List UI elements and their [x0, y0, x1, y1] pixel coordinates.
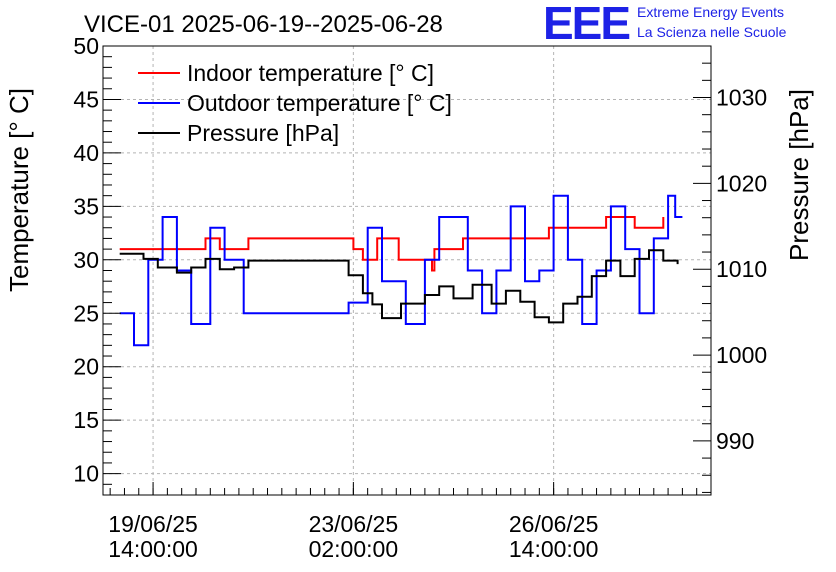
y-tick-label: 10	[73, 461, 99, 487]
y2-axis-label: Pressure [hPa]	[784, 89, 814, 261]
y-tick-label: 25	[73, 300, 99, 326]
y2-tick-label: 1020	[716, 170, 767, 196]
y2-tick-label: 1010	[716, 256, 767, 282]
y-tick-label: 35	[73, 193, 99, 219]
y-tick-label: 15	[73, 407, 99, 433]
legend-label-3: Pressure [hPa]	[187, 120, 339, 146]
y-axis-label: Temperature [° C]	[4, 88, 34, 292]
x-tick-label-date: 26/06/25	[509, 511, 599, 537]
y-tick-label: 30	[73, 247, 99, 273]
series-lines	[119, 194, 683, 347]
legend-label-1: Indoor temperature [° C]	[187, 60, 434, 86]
logo-line-1: Extreme Energy Events	[637, 4, 785, 20]
y-tick-label: 45	[73, 86, 99, 112]
y-tick-label: 50	[73, 33, 99, 59]
axes: 10 15 20 25 30 35 40 45 50 990 1000 1010 1020 1030 19/…	[73, 33, 767, 562]
x-tick-label-date: 19/06/25	[108, 511, 198, 537]
legend-label-2: Outdoor temperature [° C]	[187, 90, 452, 116]
logo-line-2: La Scienza nelle Scuole	[637, 24, 787, 40]
eee-logo: EEE	[543, 0, 631, 49]
series-line-3	[119, 249, 679, 324]
x-tick-label-time: 02:00:00	[309, 536, 399, 562]
legend: Indoor temperature [° C] Outdoor temperat…	[138, 60, 452, 146]
chart-title: VICE-01 2025-06-19--2025-06-28	[84, 11, 443, 38]
x-tick-label-time: 14:00:00	[108, 536, 198, 562]
series-line-2	[119, 194, 683, 347]
y-tick-label: 40	[73, 140, 99, 166]
x-tick-label-time: 14:00:00	[509, 536, 599, 562]
y-tick-label: 20	[73, 354, 99, 380]
x-tick-label-date: 23/06/25	[309, 511, 399, 537]
y2-tick-label: 1030	[716, 85, 767, 111]
y2-tick-label: 990	[716, 428, 754, 454]
y2-tick-label: 1000	[716, 342, 767, 368]
